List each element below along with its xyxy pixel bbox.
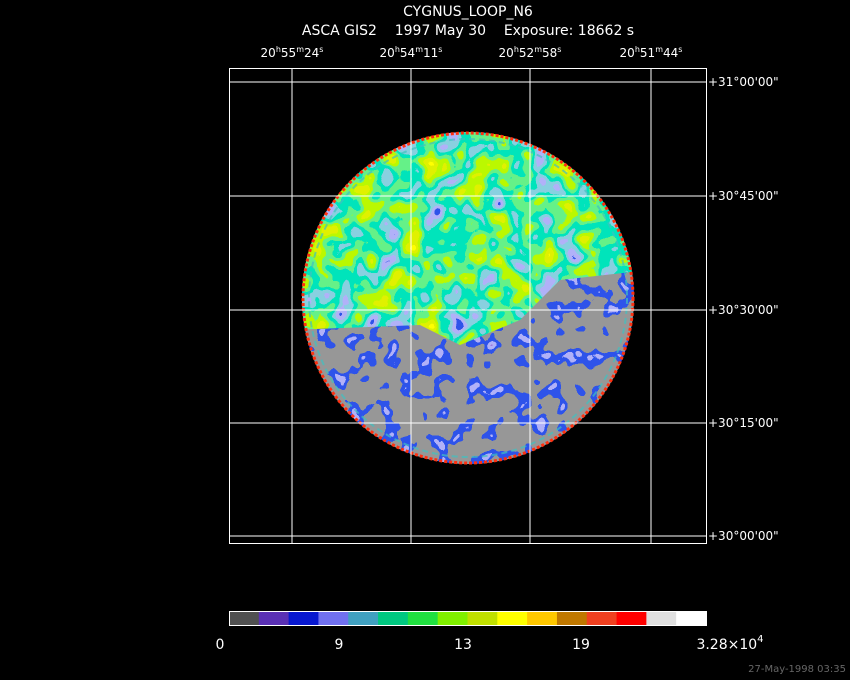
disc-rim bbox=[308, 138, 628, 458]
colorbar-segment bbox=[258, 611, 290, 625]
colorbar-label: 3.28×104 bbox=[696, 634, 763, 653]
ra-unit: m bbox=[655, 45, 663, 54]
ra-unit: s bbox=[319, 45, 323, 54]
ra-label: 20h55m24s bbox=[261, 45, 324, 60]
colorbar-segment bbox=[646, 611, 677, 625]
dec-labels: +31°00'00" +30°45'00" +30°30'00" +30°15'00"… bbox=[708, 75, 779, 543]
colorbar-segment bbox=[556, 611, 588, 625]
dec-label: +30°30'00" bbox=[708, 303, 779, 317]
ra-unit: h bbox=[395, 45, 400, 54]
colorbar-label: 9 bbox=[335, 637, 344, 653]
colorbar-label: 19 bbox=[572, 637, 590, 653]
colorbar-segment bbox=[407, 611, 439, 625]
ra-label: 20h51m44s bbox=[620, 45, 683, 60]
dec-label: +31°00'00" bbox=[708, 75, 779, 89]
coordinate-grid bbox=[229, 68, 707, 544]
ra-unit: h bbox=[514, 45, 519, 54]
ra-label: 20h54m11s bbox=[380, 45, 443, 60]
dec-label: +30°00'00" bbox=[708, 529, 779, 543]
ra-value: 20 bbox=[620, 46, 635, 60]
ra-value: 20 bbox=[380, 46, 395, 60]
ra-value: 44 bbox=[663, 46, 678, 60]
ra-value: 24 bbox=[304, 46, 319, 60]
colorbar-segment bbox=[318, 611, 349, 625]
ra-value: 11 bbox=[423, 46, 438, 60]
ra-unit: h bbox=[276, 45, 281, 54]
ra-unit: m bbox=[415, 45, 423, 54]
colorbar-segment bbox=[348, 611, 379, 625]
ra-value: 51 bbox=[640, 46, 655, 60]
colorbar: 0 9 13 19 3.28×104 bbox=[216, 611, 764, 653]
colorbar-segment bbox=[288, 611, 319, 625]
colorbar-label: 0 bbox=[216, 637, 225, 653]
subtitle: ASCA GIS2 1997 May 30 Exposure: 18662 s bbox=[302, 23, 634, 39]
ra-value: 20 bbox=[261, 46, 276, 60]
colorbar-label: 13 bbox=[454, 637, 472, 653]
colorbar-segment bbox=[437, 611, 468, 625]
ra-value: 58 bbox=[542, 46, 557, 60]
colorbar-frame bbox=[229, 611, 707, 626]
ra-unit: m bbox=[296, 45, 304, 54]
ra-value: 20 bbox=[499, 46, 514, 60]
colorbar-segment bbox=[527, 611, 558, 625]
colorbar-label-mantissa: 3.28×10 bbox=[696, 637, 757, 653]
title: CYGNUS_LOOP_N6 bbox=[403, 4, 533, 20]
dec-label: +30°15'00" bbox=[708, 416, 779, 430]
ra-value: 52 bbox=[519, 46, 534, 60]
colorbar-segment bbox=[467, 611, 498, 625]
dec-label: +30°45'00" bbox=[708, 189, 779, 203]
timestamp: 27-May-1998 03:35 bbox=[748, 664, 846, 675]
colorbar-segment bbox=[497, 611, 528, 625]
ra-unit: s bbox=[557, 45, 561, 54]
ra-unit: s bbox=[438, 45, 442, 54]
ra-unit: m bbox=[534, 45, 542, 54]
ra-value: 55 bbox=[281, 46, 296, 60]
image bbox=[302, 132, 634, 464]
ra-unit: h bbox=[635, 45, 640, 54]
colorbar-segment bbox=[586, 611, 618, 625]
ra-label: 20h52m58s bbox=[499, 45, 562, 60]
colorbar-segment bbox=[229, 611, 260, 625]
colorbar-segment bbox=[378, 611, 409, 625]
ra-unit: s bbox=[678, 45, 682, 54]
ra-value: 54 bbox=[400, 46, 415, 60]
colorbar-segment bbox=[676, 611, 707, 625]
colorbar-segment bbox=[616, 611, 647, 625]
disc-edge bbox=[301, 131, 635, 465]
ra-labels: 20h55m24s 20h54m11s 20h52m58s 20h51m44s bbox=[261, 45, 683, 60]
colorbar-label-exponent: 4 bbox=[757, 634, 763, 645]
